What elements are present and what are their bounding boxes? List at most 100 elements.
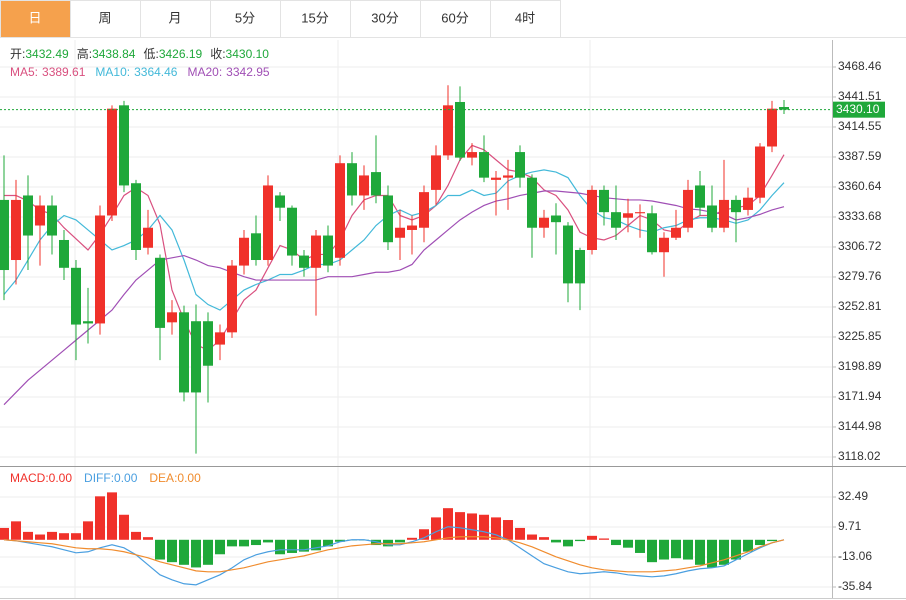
legend-value: 3389.61 — [42, 65, 86, 79]
macd-bar — [191, 539, 201, 568]
y-tick-label: 3198.89 — [838, 359, 882, 373]
macd-bar — [611, 539, 621, 546]
candle-body — [371, 172, 381, 196]
tab-label[interactable]: 5分 — [235, 10, 255, 25]
macd-bar — [479, 514, 489, 540]
candle-body — [35, 205, 45, 226]
macd-bar — [767, 539, 777, 542]
candle-body — [635, 212, 645, 214]
candle-body — [59, 239, 69, 268]
legend-value: 0.00 — [114, 471, 138, 485]
macd-bar — [659, 539, 669, 560]
macd-bar — [107, 492, 117, 540]
macd-bar — [35, 534, 45, 540]
tab[interactable] — [350, 0, 421, 38]
y-tick-label: 3468.46 — [838, 59, 882, 73]
y-tick-label: 3414.55 — [838, 119, 882, 133]
candle-body — [395, 227, 405, 238]
legend-value: 3364.46 — [134, 65, 178, 79]
tab-label[interactable]: 日 — [28, 10, 41, 25]
macd-bar — [275, 539, 285, 555]
candle-body — [683, 189, 693, 228]
legend-label: 低: — [143, 47, 158, 61]
macd-bar — [623, 539, 633, 548]
macd-bar — [227, 539, 237, 547]
candle-body — [347, 163, 357, 196]
y-tick-label: 3333.68 — [838, 209, 882, 223]
candle-body — [335, 163, 345, 258]
macd-bar — [443, 508, 453, 540]
macd-bar — [59, 533, 69, 540]
candle-body — [299, 255, 309, 268]
macd-bar — [491, 517, 501, 540]
candle-body — [323, 235, 333, 266]
y-tick-label: 3279.76 — [838, 269, 882, 283]
legend-name: DEA: — [149, 471, 177, 485]
macd-bar — [71, 533, 81, 540]
legend-value: 3430.10 — [226, 47, 270, 61]
candle-body — [743, 197, 753, 210]
macd-bar — [467, 513, 477, 540]
tab-label[interactable]: 30分 — [371, 10, 398, 25]
macd-bar — [239, 539, 249, 547]
y-tick-label: 3252.81 — [838, 299, 882, 313]
legend-value: 0.00 — [177, 471, 201, 485]
macd-bar — [0, 527, 9, 540]
legend-name: MA20: — [187, 65, 222, 79]
legend-value: 3438.84 — [92, 47, 136, 61]
candle-body — [251, 233, 261, 261]
macd-bar — [719, 539, 729, 565]
macd-bar — [755, 539, 765, 546]
tab-label[interactable]: 60分 — [441, 10, 468, 25]
candle-body — [179, 312, 189, 393]
tab-label[interactable]: 周 — [98, 10, 111, 25]
macd-bar — [311, 539, 321, 551]
tab[interactable] — [70, 0, 141, 38]
tab-label[interactable]: 4时 — [515, 10, 535, 25]
legend-name: MA5: — [10, 65, 38, 79]
tab-label[interactable]: 15分 — [301, 10, 328, 25]
tab[interactable] — [280, 0, 351, 38]
candle-body — [719, 199, 729, 228]
candle-body — [527, 177, 537, 228]
legend-label: 收: — [210, 47, 225, 61]
candle-body — [203, 321, 213, 366]
candle-body — [143, 227, 153, 248]
macd-bar — [431, 517, 441, 540]
candle-body — [647, 213, 657, 253]
macd-bar — [167, 539, 177, 563]
macd-bar — [395, 539, 405, 543]
macd-bar — [323, 539, 333, 547]
macd-bar — [335, 539, 345, 542]
candle-body — [215, 332, 225, 345]
legend-name: DIFF: — [84, 471, 114, 485]
macd-bar — [83, 521, 93, 540]
macd-legend: MACD:0.00 DIFF:0.00 DEA:0.00 — [10, 471, 201, 485]
y-tick-label: 9.71 — [838, 519, 862, 533]
tab[interactable] — [210, 0, 281, 38]
macd-bar — [371, 539, 381, 546]
y-tick-label: 3144.98 — [838, 419, 882, 433]
tab[interactable] — [140, 0, 211, 38]
macd-bar — [143, 537, 153, 540]
candle-body — [455, 101, 465, 158]
macd-bar — [203, 539, 213, 565]
legend-value: 0.00 — [49, 471, 73, 485]
macd-bar — [503, 520, 513, 540]
macd-bar — [131, 531, 141, 540]
candle-body — [71, 267, 81, 325]
tab-label[interactable]: 月 — [168, 10, 181, 25]
macd-bar — [299, 539, 309, 552]
candle-body — [431, 155, 441, 190]
candle-body — [95, 215, 105, 324]
macd-bar — [743, 539, 753, 552]
legend-label: 高: — [77, 46, 92, 61]
legend-label: 开: — [10, 47, 25, 61]
tab[interactable] — [490, 0, 561, 38]
candle-body — [47, 205, 57, 236]
tab[interactable] — [420, 0, 491, 38]
macd-bar — [287, 539, 297, 553]
candle-body — [563, 225, 573, 284]
